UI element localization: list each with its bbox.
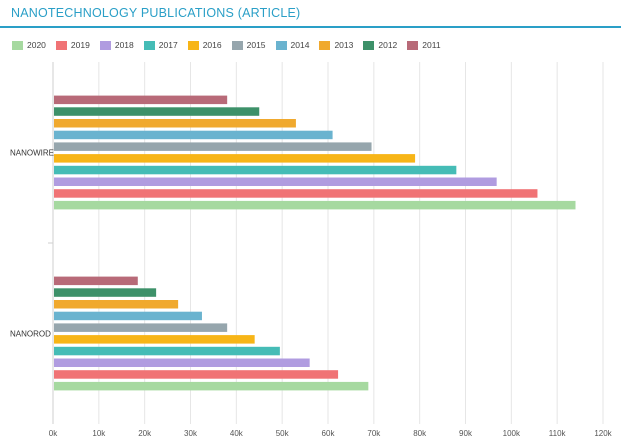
legend-swatch-2013	[319, 40, 331, 50]
legend-item-2012[interactable]: 2012	[363, 40, 397, 50]
bar-nanorod-2018[interactable]	[54, 358, 310, 368]
legend-label-2012: 2012	[378, 40, 398, 50]
legend-label-2014: 2014	[290, 40, 310, 50]
bar-nanorod-2020[interactable]	[54, 381, 369, 391]
x-tick-label: 0k	[49, 429, 58, 438]
legend-item-2016[interactable]: 2016	[187, 40, 222, 50]
category-label-nanowire: NANOWIRE	[10, 149, 54, 158]
bar-nanorod-2016[interactable]	[54, 335, 255, 344]
legend-swatch-2020	[12, 40, 23, 50]
legend-swatch-2015	[231, 40, 243, 50]
bar-nanowire-2011[interactable]	[54, 95, 228, 105]
x-tick-label: 100k	[503, 429, 521, 438]
bar-nanowire-2013[interactable]	[54, 119, 296, 128]
category-label-nanorod: NANOROD	[10, 330, 51, 339]
chart-legend: 2020 2019 2018 2017 2016 2015 2014 2013 2012 2011	[12, 40, 451, 50]
bar-nanowire-2019[interactable]	[54, 189, 538, 198]
legend-item-2013[interactable]: 2013	[319, 40, 353, 50]
bar-nanowire-2012[interactable]	[54, 107, 260, 116]
x-tick-label: 60k	[322, 429, 336, 438]
legend-item-2019[interactable]: 2019	[55, 40, 90, 50]
bar-nanorod-2013[interactable]	[54, 300, 179, 309]
legend-item-2011[interactable]: 2011	[407, 40, 441, 50]
legend-label-2011: 2011	[422, 40, 441, 50]
bar-nanowire-2017[interactable]	[54, 165, 457, 175]
bar-nanorod-2012[interactable]	[54, 288, 157, 297]
bar-nanowire-2016[interactable]	[54, 154, 416, 163]
legend-label-2016: 2016	[202, 40, 222, 50]
bar-nanorod-2014[interactable]	[54, 311, 202, 321]
x-tick-label: 110k	[549, 429, 567, 438]
bar-nanowire-2018[interactable]	[54, 177, 497, 187]
legend-item-2014[interactable]: 2014	[275, 40, 310, 50]
bar-nanorod-2017[interactable]	[54, 346, 280, 356]
x-tick-label: 30k	[184, 429, 198, 438]
x-tick-label: 120k	[594, 429, 612, 438]
chart-title: NANOTECHNOLOGY PUBLICATIONS (ARTICLE)	[11, 6, 301, 20]
legend-item-2015[interactable]: 2015	[231, 40, 266, 50]
legend-item-2017[interactable]: 2017	[143, 40, 178, 50]
legend-swatch-2016	[187, 40, 199, 50]
legend-item-2020[interactable]: 2020	[12, 40, 46, 50]
x-tick-label: 90k	[459, 429, 473, 438]
bar-nanowire-2014[interactable]	[54, 130, 333, 140]
legend-swatch-2018	[99, 40, 111, 50]
x-tick-label: 10k	[92, 429, 106, 438]
legend-swatch-2019	[55, 40, 67, 50]
legend-label-2017: 2017	[158, 40, 178, 50]
bar-nanorod-2015[interactable]	[54, 323, 228, 332]
title-divider	[0, 26, 621, 28]
legend-swatch-2012	[363, 40, 375, 50]
legend-label-2019: 2019	[70, 40, 90, 50]
x-tick-label: 70k	[367, 429, 381, 438]
legend-swatch-2011	[407, 40, 419, 50]
legend-label-2015: 2015	[246, 40, 266, 50]
bar-nanowire-2020[interactable]	[54, 200, 576, 210]
legend-item-2018[interactable]: 2018	[99, 40, 134, 50]
legend-swatch-2014	[275, 40, 287, 50]
x-tick-label: 40k	[230, 429, 244, 438]
x-tick-label: 80k	[413, 429, 427, 438]
x-tick-label: 50k	[276, 429, 290, 438]
x-tick-label: 20k	[138, 429, 152, 438]
bar-nanorod-2019[interactable]	[54, 370, 339, 379]
legend-label-2013: 2013	[334, 40, 354, 50]
legend-label-2020: 2020	[27, 40, 46, 50]
bar-nanowire-2015[interactable]	[54, 142, 372, 151]
legend-swatch-2017	[143, 40, 155, 50]
legend-label-2018: 2018	[114, 40, 134, 50]
bar-nanorod-2011[interactable]	[54, 276, 138, 286]
